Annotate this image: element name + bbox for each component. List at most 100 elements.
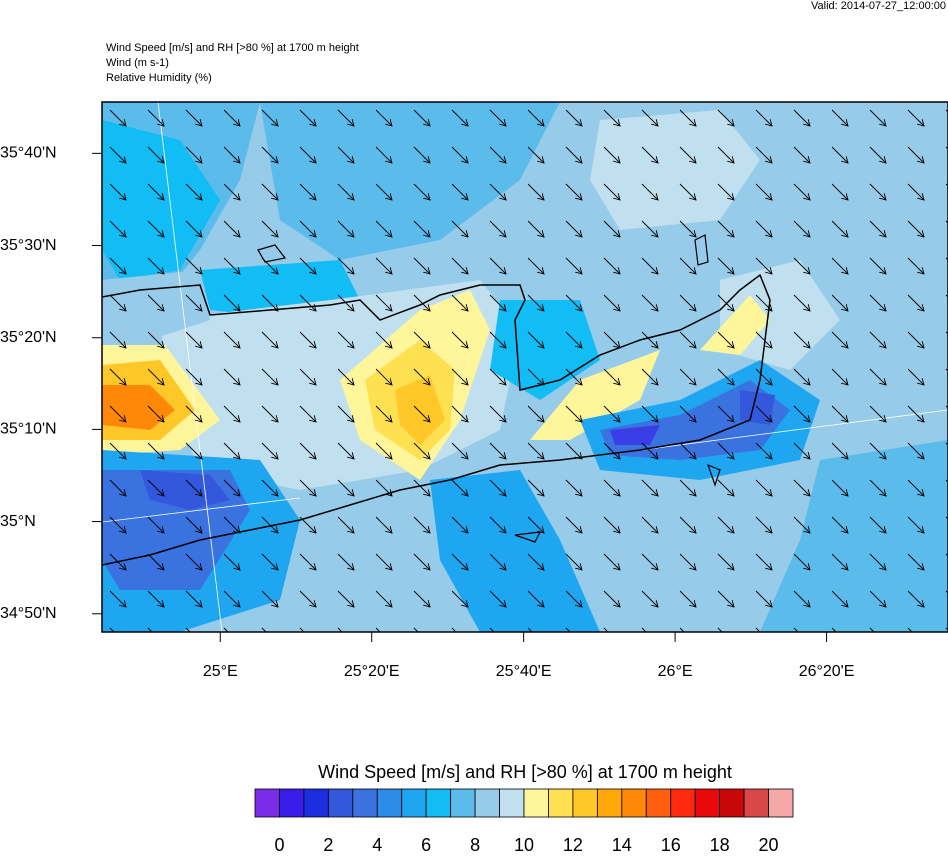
wind-arrow: [451, 516, 468, 533]
wind-arrow: [413, 331, 430, 348]
wind-arrow: [185, 405, 202, 422]
wind-arrow: [869, 590, 886, 607]
wind-arrow: [869, 553, 886, 570]
wind-arrow: [337, 368, 354, 385]
islands: [257, 234, 721, 543]
wind-arrow: [451, 183, 468, 200]
wind-arrow: [299, 331, 316, 348]
wind-arrow: [717, 220, 734, 237]
field-area: [395, 375, 445, 445]
wind-arrow: [489, 627, 495, 632]
wind-arrow: [413, 405, 430, 422]
y-tick-label: 34°50'N: [0, 605, 57, 622]
wind-arrow: [679, 479, 696, 496]
wind-arrow: [679, 516, 696, 533]
colorbar-tick-label: 0: [274, 835, 284, 854]
wind-arrow: [337, 183, 354, 200]
wind-arrow: [109, 368, 126, 385]
wind-arrow: [147, 368, 164, 385]
wind-arrow: [565, 331, 582, 348]
wind-arrow: [565, 368, 582, 385]
wind-arrow: [831, 479, 848, 496]
wind-arrow: [907, 590, 924, 607]
valid-time: Valid: 2014-07-27_12:00:00: [811, 0, 946, 12]
wind-arrow: [375, 479, 392, 496]
colorbar-tick-label: 16: [661, 835, 681, 854]
wind-arrow: [375, 183, 392, 200]
wind-arrow: [223, 627, 229, 632]
wind-arrow: [527, 405, 544, 422]
wind-arrow: [375, 516, 392, 533]
colorbar-title: Wind Speed [m/s] and RH [>80 %] at 1700 …: [318, 762, 732, 782]
wind-arrow: [793, 294, 810, 311]
wind-arrow: [109, 590, 126, 607]
wind-arrow: [185, 516, 202, 533]
wind-arrow: [109, 257, 126, 274]
wind-arrow: [261, 294, 278, 311]
wind-arrow: [413, 516, 430, 533]
wind-arrow: [717, 590, 734, 607]
wind-arrow: [375, 627, 381, 632]
wind-arrow: [527, 109, 544, 126]
wind-arrow: [641, 146, 658, 163]
wind-arrow: [717, 627, 723, 632]
wind-arrow: [869, 516, 886, 533]
wind-arrow: [337, 220, 354, 237]
coastline: [102, 273, 771, 566]
wind-arrow: [147, 627, 153, 632]
colorbar-box: [743, 788, 769, 818]
wind-arrow: [641, 627, 647, 632]
wind-arrow: [679, 146, 696, 163]
wind-arrow: [907, 405, 924, 422]
wind-arrow: [337, 294, 354, 311]
wind-arrow: [109, 146, 126, 163]
wind-arrow: [223, 257, 240, 274]
wind-arrow: [565, 516, 582, 533]
wind-arrow: [641, 294, 658, 311]
wind-arrow: [299, 553, 316, 570]
wind-arrow: [261, 368, 278, 385]
wind-arrow: [641, 405, 658, 422]
colorbar-box: [523, 788, 549, 818]
wind-arrow: [337, 109, 354, 126]
wind-arrow: [489, 590, 506, 607]
colorbar-box: [401, 788, 427, 818]
wind-arrow: [299, 109, 316, 126]
wind-arrow: [375, 220, 392, 237]
colorbar-tick-label: 20: [759, 835, 779, 854]
wind-arrow: [147, 257, 164, 274]
wind-arrow: [489, 257, 506, 274]
wind-arrow: [869, 294, 886, 311]
wind-arrow: [337, 405, 354, 422]
wind-arrow: [375, 368, 392, 385]
wind-arrow: [831, 183, 848, 200]
colorbar-tick-label: 2: [323, 835, 333, 854]
wind-arrow: [527, 442, 544, 459]
wind-arrow: [565, 405, 582, 422]
title-line: Wind Speed [m/s] and RH [>80 %] at 1700 …: [106, 42, 359, 54]
graticule: [157, 102, 223, 632]
wind-arrow: [451, 479, 468, 496]
wind-arrow: [489, 553, 506, 570]
wind-arrow: [679, 590, 696, 607]
wind-arrow: [375, 146, 392, 163]
wind-arrow: [147, 294, 164, 311]
wind-arrow: [755, 109, 772, 126]
wind-arrow: [109, 294, 126, 311]
wind-arrow: [223, 146, 240, 163]
wind-arrow: [793, 516, 810, 533]
wind-arrow: [907, 331, 924, 348]
wind-arrow: [679, 368, 696, 385]
wind-arrow: [185, 479, 202, 496]
field-area: [430, 470, 600, 632]
colorbar-tick-label: 14: [612, 835, 632, 854]
wind-arrow: [451, 368, 468, 385]
y-tick-label: 35°30'N: [0, 237, 57, 254]
wind-arrow: [565, 590, 582, 607]
wind-arrow: [907, 442, 924, 459]
wind-arrow: [907, 627, 913, 632]
wind-arrow: [261, 109, 278, 126]
wind-arrow: [261, 331, 278, 348]
wind-arrow: [793, 627, 799, 632]
wind-arrow: [413, 479, 430, 496]
